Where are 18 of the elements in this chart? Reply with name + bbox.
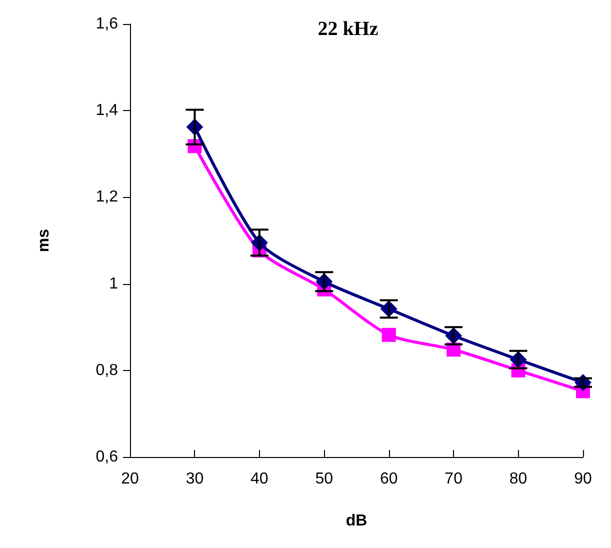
y-tick-label: 1,6 [96,16,118,32]
x-tick-label: 40 [250,470,268,488]
x-tick-label: 80 [509,470,528,488]
x-tick-label: 70 [444,470,463,488]
x-tick-label: 20 [121,470,139,488]
x-tick-label: 50 [315,470,334,488]
y-axis-title: ms [36,228,52,252]
y-tick-label: 1 [109,275,118,292]
x-tick-label: 60 [380,470,398,488]
x-tick-label: 30 [186,470,204,488]
x-tick-label: 90 [574,470,592,488]
y-tick-label: 0,6 [96,448,118,466]
x-axis-title: dB [346,512,368,530]
point [382,328,396,342]
y-tick-label: 1,4 [96,102,118,120]
y-tick-label: 1,2 [96,188,118,206]
y-tick-label: 0,8 [96,362,118,379]
chart-title: 22 kHz [318,18,378,40]
